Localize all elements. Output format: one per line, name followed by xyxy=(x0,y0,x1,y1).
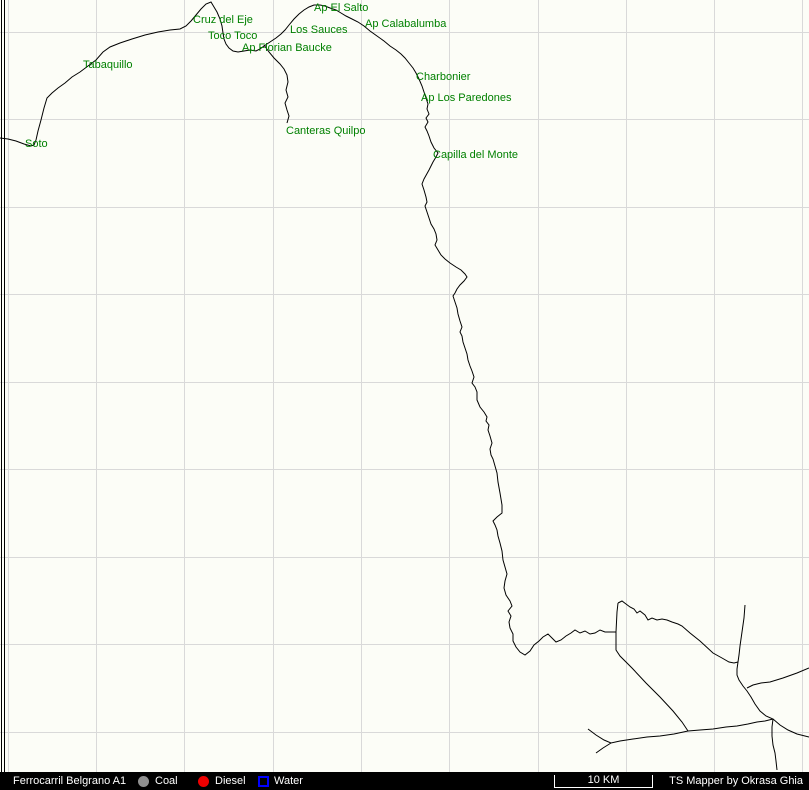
station-label-tabaquillo: Tabaquillo xyxy=(83,59,133,71)
rail-line-east-branch-upper xyxy=(746,667,809,689)
rail-line-east-branch-lower xyxy=(772,718,809,738)
rail-line-northeast-line xyxy=(736,604,778,771)
legend-water-label: Water xyxy=(274,775,303,787)
rail-line-southern-spur xyxy=(595,742,612,754)
rail-line-wye-north-leg xyxy=(617,600,739,664)
water-marker-icon xyxy=(258,776,269,787)
station-label-ap-los-paredones: Ap Los Paredones xyxy=(421,92,512,104)
legend-coal-label: Coal xyxy=(155,775,178,787)
legend-diesel-label: Diesel xyxy=(215,775,246,787)
railway-map xyxy=(0,0,809,772)
map-canvas[interactable]: Ap El Salto Cruz del Eje Ap Calabalumba Los… xyxy=(0,0,809,772)
status-bar: Ferrocarril Belgrano A1 Coal Diesel Wate… xyxy=(0,772,809,790)
station-label-ap-calabalumba: Ap Calabalumba xyxy=(365,18,447,30)
diesel-marker-icon xyxy=(198,776,209,787)
station-label-los-sauces: Los Sauces xyxy=(290,24,348,36)
rail-line-southern-line xyxy=(587,718,774,744)
rail-line-wye-west-leg xyxy=(615,602,689,732)
scale-label: 10 KM xyxy=(587,774,620,786)
station-label-toco-toco: Toco Toco xyxy=(208,30,258,42)
station-label-canteras-quilpo: Canteras Quilpo xyxy=(286,125,366,137)
rail-line-canteras-quilpo-branch xyxy=(263,44,290,124)
station-label-cruz-del-eje: Cruz del Eje xyxy=(193,14,253,26)
station-label-ap-florian-baucke: Ap Florian Baucke xyxy=(242,42,332,54)
station-label-charbonier: Charbonier xyxy=(416,71,471,83)
station-label-capilla-del-monte: Capilla del Monte xyxy=(433,149,518,161)
station-label-soto: Soto xyxy=(25,138,48,150)
credit-text: TS Mapper by Okrasa Ghia xyxy=(669,775,803,787)
coal-marker-icon xyxy=(138,776,149,787)
station-label-ap-el-salto: Ap El Salto xyxy=(314,2,369,14)
map-scale-bar: 10 KM xyxy=(554,774,653,788)
route-name: Ferrocarril Belgrano A1 xyxy=(13,775,127,787)
rail-line-main-line xyxy=(0,1,616,656)
